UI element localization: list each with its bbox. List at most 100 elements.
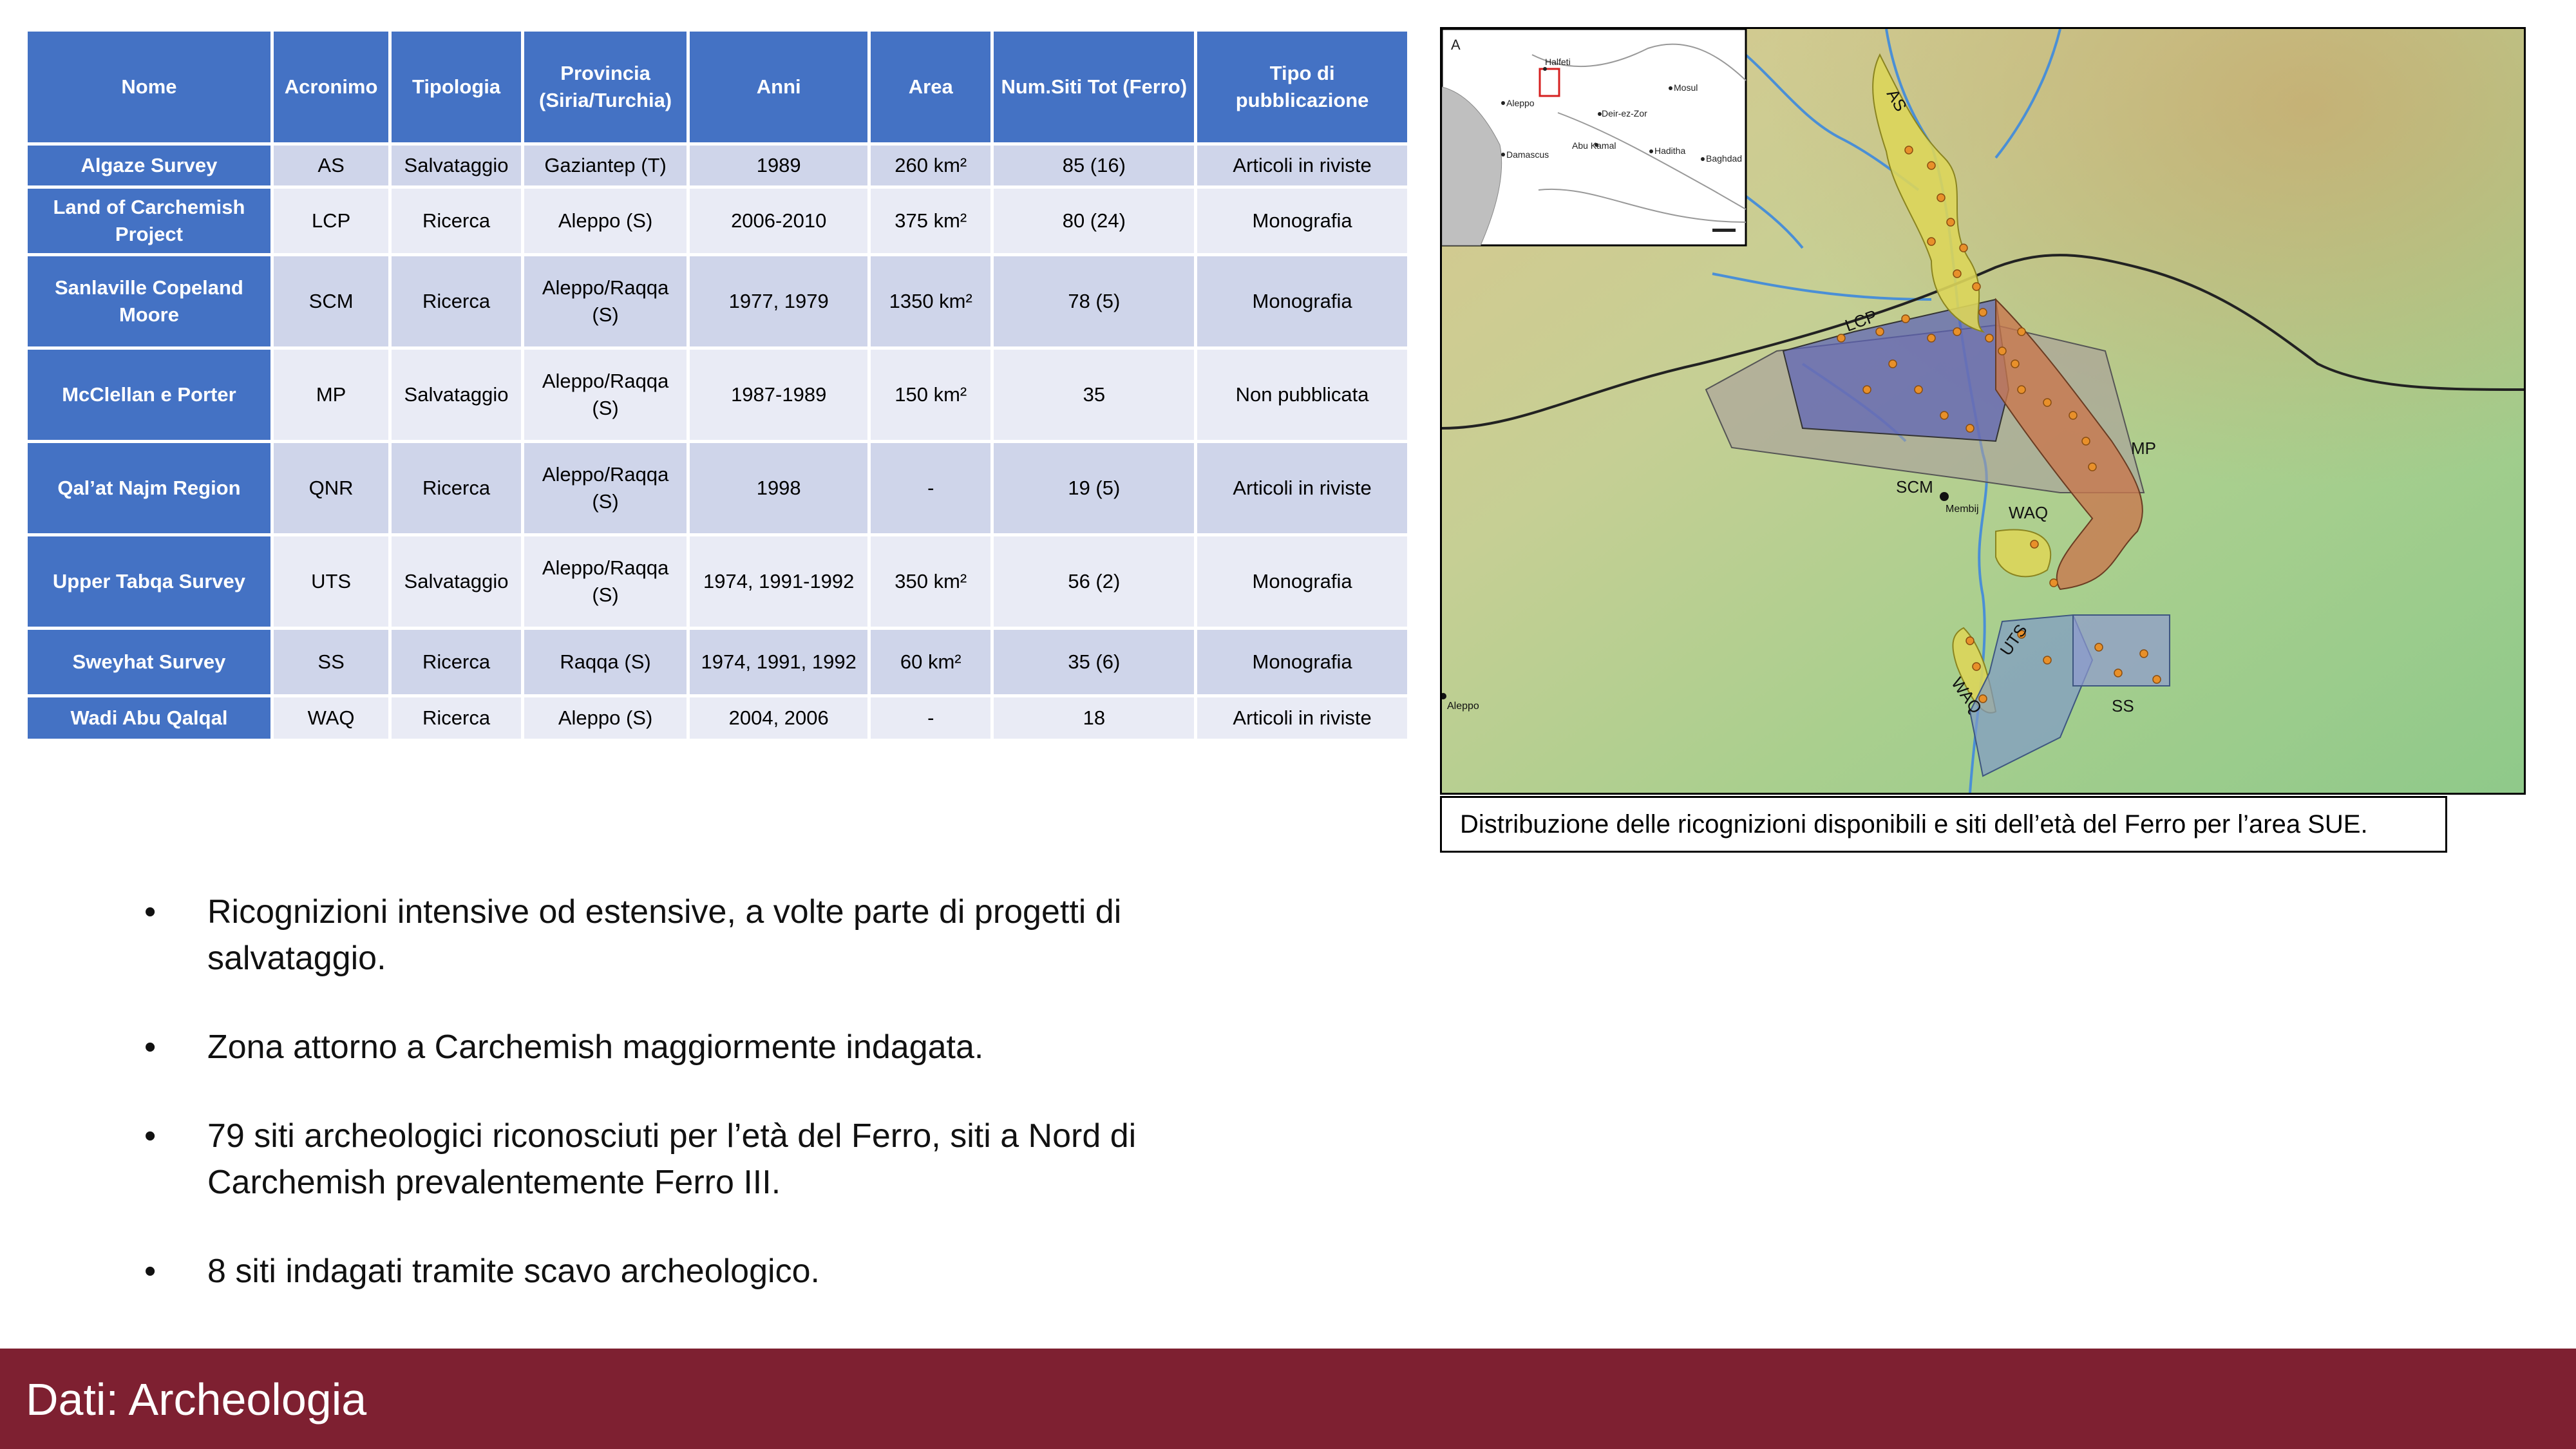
cell-provincia: Aleppo/Raqqa (S) [524,443,687,533]
cell-acronimo: MP [273,350,389,440]
cell-nome: Algaze Survey [28,146,270,185]
cell-anni: 1989 [690,146,868,185]
cell-nome: Land of Carchemish Project [28,189,270,253]
membij-marker [1940,492,1949,501]
table-row: Wadi Abu Qalqal WAQ Ricerca Aleppo (S) 2… [28,697,1407,739]
header-nome: Nome [28,32,270,142]
inset-city-mosul: Mosul [1674,82,1698,93]
bullet-text: 8 siti indagati tramite scavo archeologi… [207,1253,820,1290]
bullet-item: • 79 siti archeologici riconosciuti per l… [144,1117,1137,1201]
map-label-aleppo: Aleppo [1447,701,1479,712]
table-header-row: Nome Acronimo Tipologia Provincia (Siria… [28,32,1407,142]
cell-tipologia: Ricerca [392,256,521,346]
table-row: Sanlaville Copeland Moore SCM Ricerca Al… [28,256,1407,346]
cell-nome: Sweyhat Survey [28,630,270,694]
cell-anni: 1977, 1979 [690,256,868,346]
table-row: Land of Carchemish Project LCP Ricerca A… [28,189,1407,253]
table-row: Upper Tabqa Survey UTS Salvataggio Alepp… [28,536,1407,627]
survey-table: Nome Acronimo Tipologia Provincia (Siria… [24,28,1410,742]
cell-tipo-pubblicazione: Non pubblicata [1197,350,1407,440]
cell-tipo-pubblicazione: Articoli in riviste [1197,443,1407,533]
inset-city-deir-ez-zor: Deir-ez-Zor [1602,108,1647,118]
cell-area: - [871,697,991,739]
cell-area: 1350 km² [871,256,991,346]
cell-tipologia: Ricerca [392,443,521,533]
cell-area: 150 km² [871,350,991,440]
cell-provincia: Aleppo/Raqqa (S) [524,536,687,627]
inset-city-damascus: Damascus [1506,149,1549,160]
cell-anni: 2004, 2006 [690,697,868,739]
cell-provincia: Gaziantep (T) [524,146,687,185]
cell-anni: 1974, 1991, 1992 [690,630,868,694]
cell-provincia: Aleppo/Raqqa (S) [524,350,687,440]
cell-nome: Sanlaville Copeland Moore [28,256,270,346]
table-row: Qal’at Najm Region QNR Ricerca Aleppo/Ra… [28,443,1407,533]
inset-map: A Halfeti Aleppo Mosul Deir-ez-Zor Damas… [1442,29,1747,247]
cell-nome: Wadi Abu Qalqal [28,697,270,739]
cell-provincia: Aleppo (S) [524,189,687,253]
cell-tipo-pubblicazione: Monografia [1197,536,1407,627]
bullet-item: • 8 siti indagati tramite scavo archeolog… [144,1253,820,1290]
map-label-waq-north: WAQ [2009,503,2048,522]
inset-city-halfeti: Halfeti [1545,57,1571,67]
slide-title: Dati: Archeologia [26,1374,367,1425]
header-tipo-pubblicazione: Tipo di pubblicazione [1197,32,1407,142]
map-caption: Distribuzione delle ricognizioni disponi… [1440,796,2447,853]
cell-nome: Qal’at Najm Region [28,443,270,533]
cell-nome: McClellan e Porter [28,350,270,440]
cell-tipologia: Ricerca [392,630,521,694]
cell-tipologia: Salvataggio [392,350,521,440]
table-row: Sweyhat Survey SS Ricerca Raqqa (S) 1974… [28,630,1407,694]
cell-acronimo: WAQ [273,697,389,739]
cell-acronimo: SCM [273,256,389,346]
iron-age-sites [1837,146,2161,703]
inset-city-aleppo: Aleppo [1506,98,1535,108]
cell-acronimo: SS [273,630,389,694]
cell-area: 350 km² [871,536,991,627]
cell-area: 375 km² [871,189,991,253]
header-provincia: Provincia (Siria/Turchia) [524,32,687,142]
bullet-text: Zona attorno a Carchemish maggiormente i… [207,1028,984,1066]
cell-num-siti: 80 (24) [994,189,1195,253]
aleppo-marker [1442,693,1446,699]
cell-area: 260 km² [871,146,991,185]
cell-tipo-pubblicazione: Monografia [1197,189,1407,253]
bullet-text: Ricognizioni intensive od estensive, a v… [207,893,1122,977]
cell-num-siti: 18 [994,697,1195,739]
footer-bar: Dati: Archeologia [0,1349,2576,1449]
inset-city-abu-kamal: Abu Kamal [1572,140,1616,151]
cell-tipologia: Ricerca [392,189,521,253]
map-label-ss: SS [2112,696,2134,715]
border-line [1442,254,2524,430]
survey-area-mp [1995,298,2143,591]
map-label-mp: MP [2131,439,2156,458]
cell-tipo-pubblicazione: Articoli in riviste [1197,146,1407,185]
bullet-list: • Ricognizioni intensive od estensive, a … [135,889,1230,1337]
cell-anni: 1998 [690,443,868,533]
cell-acronimo: QNR [273,443,389,533]
cell-anni: 1987-1989 [690,350,868,440]
cell-tipologia: Ricerca [392,697,521,739]
cell-num-siti: 85 (16) [994,146,1195,185]
cell-tipo-pubblicazione: Articoli in riviste [1197,697,1407,739]
cell-tipologia: Salvataggio [392,146,521,185]
cell-num-siti: 56 (2) [994,536,1195,627]
cell-tipologia: Salvataggio [392,536,521,627]
header-area: Area [871,32,991,142]
bullet-item: • Ricognizioni intensive od estensive, a … [144,893,1122,977]
cell-provincia: Raqqa (S) [524,630,687,694]
cell-area: - [871,443,991,533]
header-acronimo: Acronimo [273,32,389,142]
table-row: Algaze Survey AS Salvataggio Gaziantep (… [28,146,1407,185]
survey-area-as [1872,53,1985,333]
inset-city-baghdad: Baghdad [1706,153,1742,164]
cell-provincia: Aleppo/Raqqa (S) [524,256,687,346]
cell-acronimo: AS [273,146,389,185]
inset-panel-letter: A [1451,37,1461,53]
cell-num-siti: 35 (6) [994,630,1195,694]
cell-provincia: Aleppo (S) [524,697,687,739]
table-row: McClellan e Porter MP Salvataggio Aleppo… [28,350,1407,440]
cell-acronimo: LCP [273,189,389,253]
cell-area: 60 km² [871,630,991,694]
inset-scale-bar [1712,229,1736,232]
